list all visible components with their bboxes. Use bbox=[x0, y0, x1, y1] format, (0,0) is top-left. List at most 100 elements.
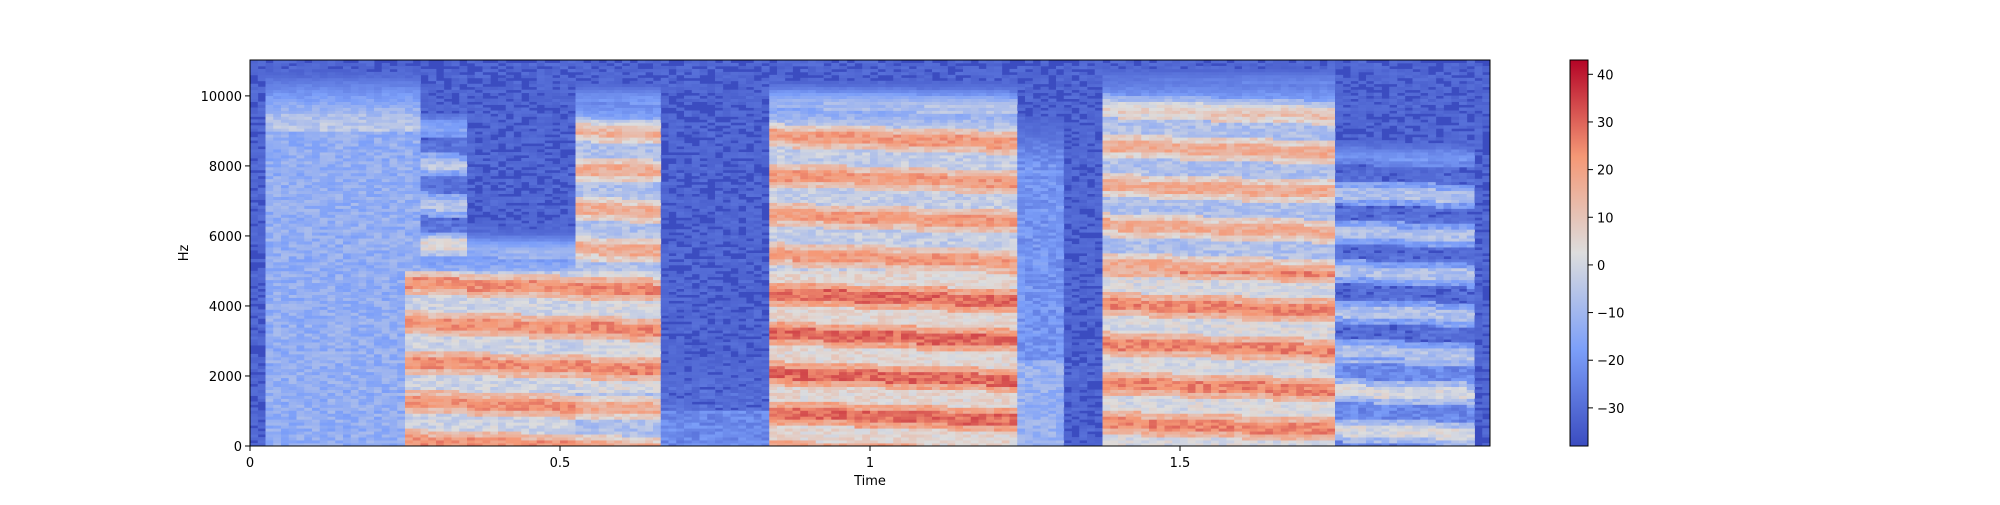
heatmap-cell bbox=[412, 116, 421, 120]
heatmap-cell bbox=[304, 244, 313, 248]
heatmap-cell bbox=[482, 264, 491, 269]
heatmap-cell bbox=[273, 149, 282, 153]
heatmap-cell bbox=[343, 419, 352, 423]
heatmap-cell bbox=[436, 125, 445, 129]
heatmap-cell bbox=[467, 377, 476, 382]
heatmap-cell bbox=[335, 422, 344, 426]
heatmap-cell bbox=[467, 345, 476, 349]
heatmap-cell bbox=[482, 333, 491, 337]
heatmap-cell bbox=[443, 229, 452, 233]
heatmap-cell bbox=[296, 356, 305, 361]
heatmap-cell bbox=[397, 356, 406, 361]
heatmap-cell bbox=[428, 152, 437, 156]
heatmap-cell bbox=[459, 434, 468, 438]
heatmap-cell bbox=[536, 282, 545, 287]
heatmap-cell bbox=[405, 258, 414, 263]
heatmap-cell bbox=[513, 288, 522, 292]
heatmap-cell bbox=[560, 80, 569, 85]
heatmap-cell bbox=[467, 434, 476, 438]
heatmap-cell bbox=[319, 422, 328, 426]
heatmap-cell bbox=[327, 208, 336, 212]
heatmap-cell bbox=[358, 226, 367, 230]
heatmap-cell bbox=[288, 392, 297, 396]
heatmap-cell bbox=[560, 241, 569, 245]
heatmap-cell bbox=[529, 443, 538, 446]
heatmap-cell bbox=[490, 318, 499, 322]
heatmap-cell bbox=[374, 267, 383, 272]
heatmap-cell bbox=[536, 166, 545, 171]
heatmap-cell bbox=[265, 113, 274, 117]
heatmap-cell bbox=[443, 163, 452, 168]
heatmap-cell bbox=[265, 345, 274, 349]
heatmap-cell bbox=[536, 339, 545, 343]
heatmap-cell bbox=[544, 113, 553, 117]
heatmap-cell bbox=[327, 273, 336, 278]
heatmap-cell bbox=[350, 437, 359, 441]
heatmap-cell bbox=[552, 440, 561, 444]
heatmap-cell bbox=[358, 74, 367, 79]
heatmap-cell bbox=[560, 300, 569, 304]
heatmap-cell bbox=[513, 410, 522, 414]
heatmap-cell bbox=[498, 356, 507, 361]
heatmap-cell bbox=[374, 362, 383, 367]
heatmap-cell bbox=[505, 416, 514, 420]
heatmap-cell bbox=[366, 443, 375, 446]
heatmap-cell bbox=[428, 187, 437, 192]
heatmap-cell bbox=[529, 95, 538, 99]
heatmap-cell bbox=[490, 250, 499, 254]
heatmap-cell bbox=[296, 431, 305, 435]
heatmap-cell bbox=[490, 143, 499, 147]
heatmap-cell bbox=[498, 303, 507, 307]
heatmap-cell bbox=[389, 196, 398, 200]
heatmap-cell bbox=[529, 125, 538, 129]
heatmap-cell bbox=[490, 202, 499, 206]
heatmap-cell bbox=[436, 371, 445, 376]
heatmap-cell bbox=[412, 255, 421, 260]
heatmap-cell bbox=[567, 434, 576, 438]
heatmap-cell bbox=[567, 368, 576, 373]
heatmap-cell bbox=[250, 211, 259, 215]
heatmap-cell bbox=[498, 270, 507, 275]
heatmap-cell bbox=[405, 353, 414, 358]
heatmap-cell bbox=[312, 229, 321, 233]
heatmap-cell bbox=[451, 413, 460, 417]
heatmap-cell bbox=[374, 389, 383, 393]
heatmap-cell bbox=[312, 199, 321, 203]
heatmap-cell bbox=[374, 371, 383, 376]
heatmap-cell bbox=[250, 71, 259, 76]
heatmap-cell bbox=[529, 65, 538, 70]
heatmap-cell bbox=[374, 178, 383, 183]
heatmap-cell bbox=[319, 353, 328, 358]
heatmap-cell bbox=[443, 368, 452, 373]
heatmap-cell bbox=[358, 116, 367, 120]
heatmap-cell bbox=[265, 172, 274, 177]
heatmap-cell bbox=[513, 434, 522, 438]
heatmap-cell bbox=[265, 89, 274, 94]
heatmap-cell bbox=[257, 365, 266, 370]
heatmap-cell bbox=[288, 104, 297, 108]
heatmap-cell bbox=[350, 128, 359, 132]
heatmap-cell bbox=[350, 172, 359, 177]
heatmap-cell bbox=[265, 140, 274, 144]
heatmap-cell bbox=[529, 244, 538, 248]
heatmap-cell bbox=[436, 422, 445, 426]
heatmap-cell bbox=[412, 149, 421, 153]
heatmap-cell bbox=[536, 389, 545, 393]
heatmap-cell bbox=[436, 342, 445, 346]
heatmap-cell bbox=[436, 181, 445, 186]
heatmap-cell bbox=[273, 62, 282, 67]
heatmap-cell bbox=[412, 348, 421, 352]
heatmap-cell bbox=[250, 226, 259, 230]
heatmap-cell bbox=[521, 270, 530, 275]
heatmap-cell bbox=[343, 297, 352, 301]
heatmap-cell bbox=[552, 333, 561, 337]
heatmap-cell bbox=[443, 178, 452, 183]
heatmap-cell bbox=[405, 229, 414, 233]
heatmap-cell bbox=[451, 264, 460, 269]
heatmap-cell bbox=[412, 300, 421, 304]
heatmap-cell bbox=[335, 152, 344, 156]
heatmap-cell bbox=[350, 83, 359, 88]
heatmap-cell bbox=[459, 368, 468, 373]
heatmap-cell bbox=[381, 336, 390, 340]
heatmap-cell bbox=[257, 134, 266, 138]
